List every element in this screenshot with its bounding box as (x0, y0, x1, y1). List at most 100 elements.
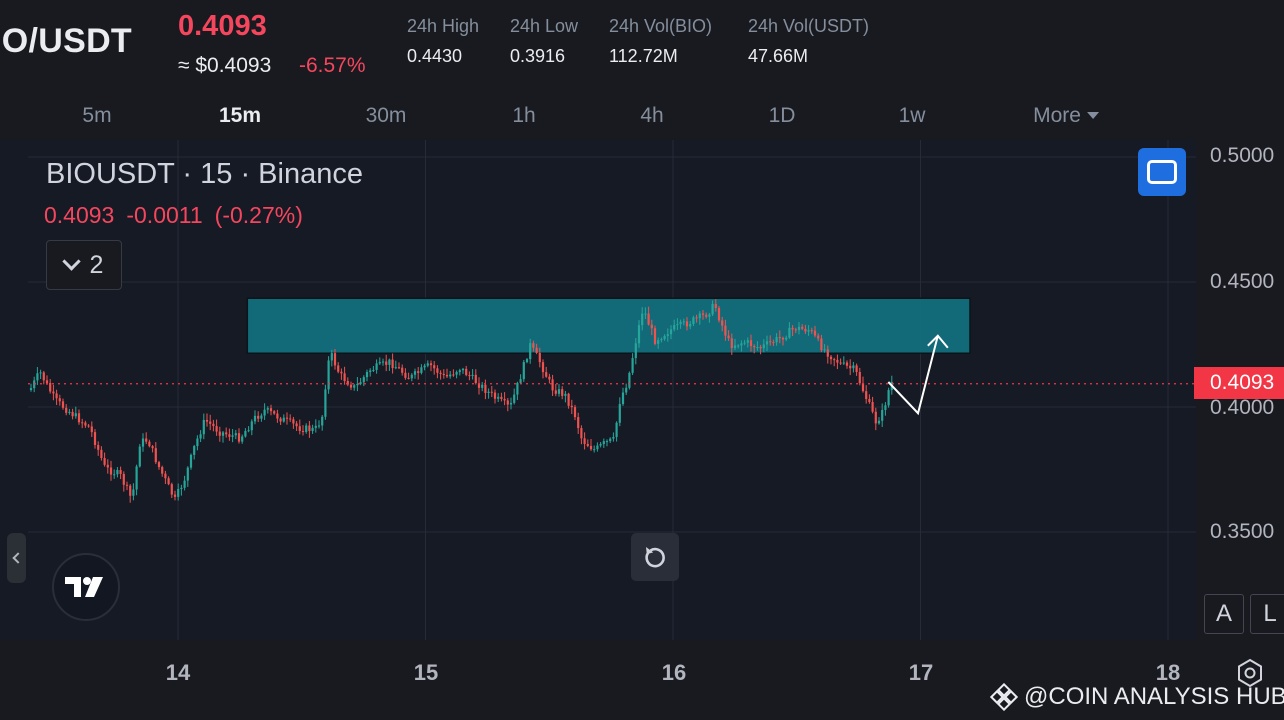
candle-body (36, 373, 39, 381)
candle-body (295, 423, 298, 427)
candle-body (218, 431, 221, 436)
candle-body (61, 401, 65, 408)
fullscreen-icon (1147, 160, 1177, 184)
candle-body (90, 426, 93, 433)
candle-body (234, 433, 237, 436)
candle-body (289, 418, 292, 420)
candle-body (615, 422, 618, 437)
sidebar-expand-handle[interactable] (7, 533, 26, 583)
candle-body (426, 363, 429, 366)
candle-body (791, 327, 794, 330)
auto-scale-button[interactable]: A (1204, 594, 1244, 634)
candle-body (653, 328, 657, 344)
tab-1w[interactable]: 1w (898, 104, 926, 127)
candle-body (308, 425, 311, 432)
candle-body (292, 419, 295, 424)
candle-body (612, 436, 615, 439)
candle-body (785, 337, 788, 340)
candle-body (692, 317, 695, 325)
candle-body (797, 326, 801, 331)
candle-body (375, 363, 378, 370)
candlestick-chart[interactable] (0, 140, 1284, 720)
candle-body (167, 478, 170, 485)
candle-body (775, 337, 778, 343)
candle-body (337, 365, 340, 372)
last-price: 0.4093 (178, 10, 267, 42)
candle-body (388, 359, 391, 365)
pair-title: IO/USDT (0, 22, 132, 60)
tab-1h[interactable]: 1h (512, 104, 536, 127)
candle-body (820, 338, 823, 351)
candle-body (637, 325, 641, 344)
candle-body (321, 416, 324, 426)
date-axis-label: 16 (661, 660, 687, 685)
candle-body (385, 361, 388, 365)
candle-body (573, 407, 577, 418)
candle-body (759, 347, 762, 349)
candle-body (733, 345, 737, 349)
candle-body (58, 398, 61, 402)
candle-body (545, 372, 548, 377)
candle-body (593, 449, 596, 451)
candle-body (525, 359, 529, 363)
settings-hex-icon[interactable] (1235, 658, 1265, 688)
candle-body (164, 473, 167, 479)
candle-body (599, 444, 602, 446)
candle-body (628, 372, 631, 388)
tab-5m[interactable]: 5m (82, 104, 112, 127)
candle-body (679, 321, 682, 325)
candle-body (237, 433, 241, 442)
candle-body (765, 341, 769, 345)
candle-body (807, 330, 810, 332)
log-scale-button[interactable]: L (1250, 594, 1284, 634)
fullscreen-button[interactable] (1138, 148, 1186, 196)
tradingview-logo-icon (65, 577, 103, 597)
tab-4h[interactable]: 4h (640, 104, 664, 127)
candle-body (490, 391, 493, 393)
resistance-zone (246, 297, 971, 354)
indicator-count: 2 (89, 250, 104, 279)
candle-body (605, 441, 609, 443)
candle-body (180, 487, 183, 490)
candle-body (474, 374, 477, 384)
candle-body (810, 330, 813, 332)
candle-body (493, 392, 497, 399)
candle-body (564, 393, 567, 396)
candle-body (343, 373, 346, 382)
tab-30m[interactable]: 30m (365, 104, 407, 127)
reset-chart-button[interactable] (631, 533, 679, 581)
stat-value: 0.4430 (407, 46, 463, 66)
candle-body (663, 335, 666, 340)
candle-body (673, 325, 676, 330)
candle-body (116, 469, 119, 475)
candle-body (516, 382, 519, 395)
candle-body (138, 446, 141, 467)
candle-body (852, 365, 855, 369)
price-change-percent: -6.57% (299, 54, 366, 77)
candle-body (442, 373, 445, 376)
chart-last-price: 0.4093 (44, 202, 115, 228)
candle-body (183, 480, 186, 488)
indicators-collapse-button[interactable]: 2 (46, 240, 122, 290)
binance-logo-icon (990, 683, 1018, 711)
current-price-tag: 0.4093 (1194, 367, 1284, 399)
candle-body (529, 343, 532, 360)
tab-more-label: More (1033, 104, 1081, 127)
candle-body (519, 379, 522, 383)
stat-label: 24h Vol(BIO) (609, 16, 713, 36)
date-axis-label: 15 (413, 660, 439, 685)
candle-body (93, 432, 97, 445)
candle-body (145, 438, 148, 442)
candle-body (401, 367, 404, 373)
candle-body (669, 329, 673, 335)
candle-body (148, 441, 151, 447)
tab-1d[interactable]: 1D (768, 104, 796, 127)
candle-body (228, 434, 231, 437)
tab-15m[interactable]: 15m (218, 104, 262, 127)
candle-body (817, 335, 820, 339)
candle-body (106, 464, 109, 468)
tab-more[interactable]: More (1033, 104, 1099, 128)
tradingview-logo[interactable] (52, 553, 120, 621)
price-axis-label: 0.4500 (1210, 270, 1275, 293)
candle-body (311, 427, 314, 432)
